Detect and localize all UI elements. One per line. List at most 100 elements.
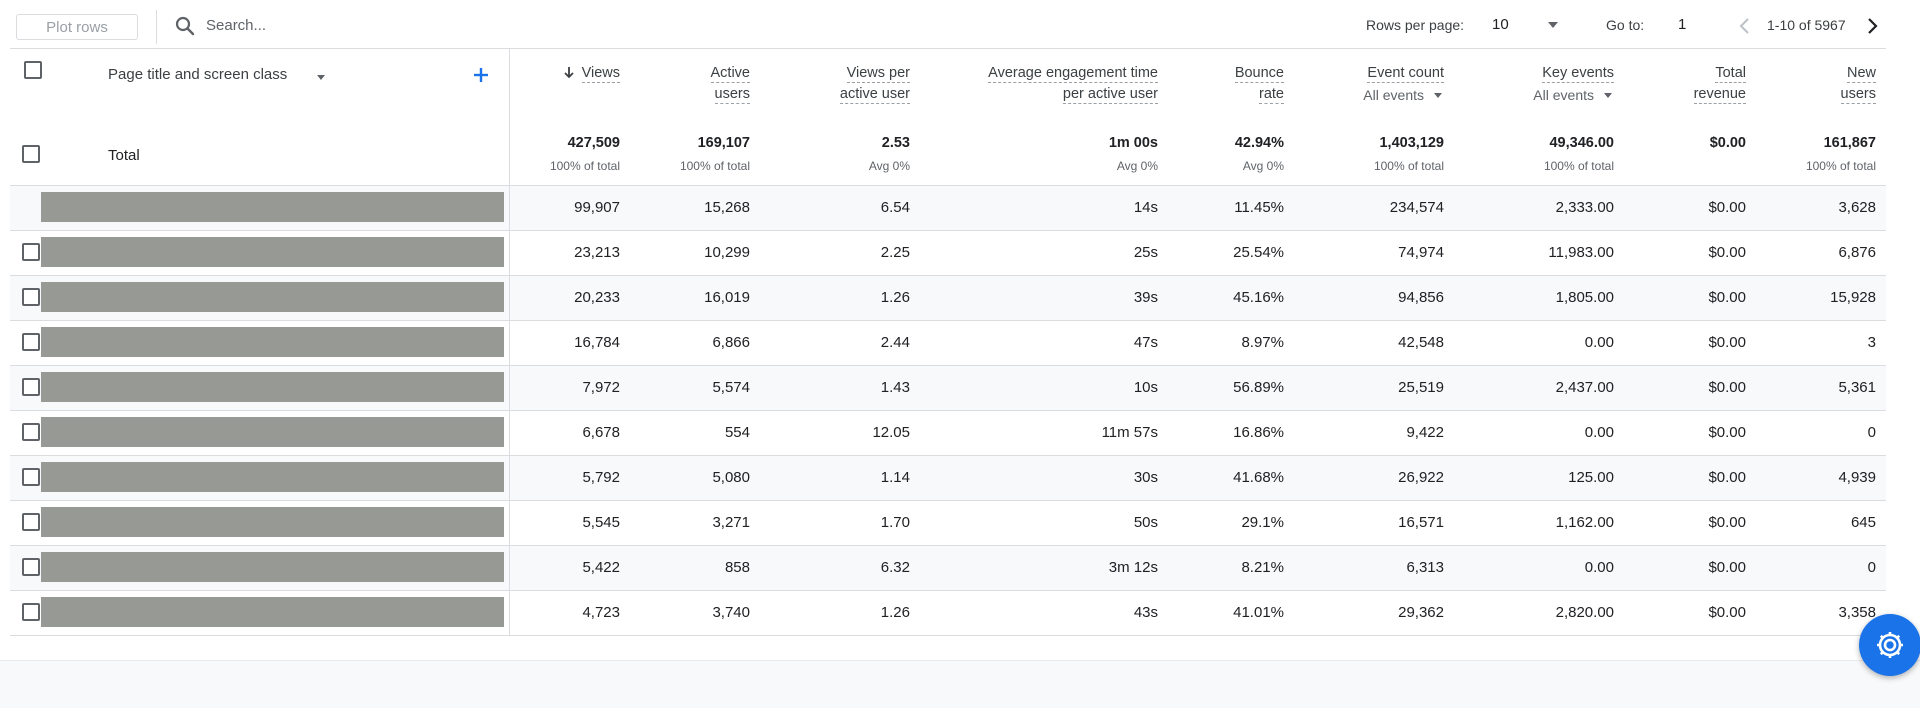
column-header-views-per-user[interactable]: Views per active user 2.53 Avg 0% [770,49,910,185]
row-checkbox[interactable] [22,288,40,306]
cell-total-revenue: $0.00 [1708,604,1746,621]
cell-bounce-rate: 25.54% [1233,244,1284,261]
cell-active-users: 15,268 [704,199,750,216]
redacted-page-title[interactable] [41,327,504,357]
settings-fab-button[interactable] [1859,614,1920,676]
column-title-line2: users [714,86,750,104]
table-row[interactable]: 4,723 3,740 1.26 43s 41.01% 29,362 2,820.00 $0.… [10,591,1886,636]
redacted-page-title[interactable] [41,507,504,537]
row-checkbox[interactable] [22,603,40,621]
dimension-cell [10,501,510,545]
select-all-checkbox[interactable] [24,61,42,79]
table-row[interactable]: 5,422 858 6.32 3m 12s 8.21% 6,313 0.00 $0.00 0 [10,546,1886,591]
column-header-bounce-rate[interactable]: Bounce rate 42.94% Avg 0% [1188,49,1284,185]
search-input[interactable] [206,12,466,38]
cell-views: 16,784 [574,334,620,351]
table-toolbar: Plot rows Rows per page: 10 Go to: 1 1-1… [0,0,1920,50]
goto-input[interactable]: 1 [1678,16,1687,33]
cell-bounce-rate: 8.21% [1241,559,1284,576]
total-value: 427,509 [567,135,620,151]
table-row[interactable]: 6,678 554 12.05 11m 57s 16.86% 9,422 0.00 $0.00… [10,411,1886,456]
cell-active-users: 554 [724,424,750,441]
dimension-header-cell: Page title and screen class Total [10,49,510,185]
table-row[interactable]: 7,972 5,574 1.43 10s 56.89% 25,519 2,437.00 $0.… [10,366,1886,411]
column-header-event-count[interactable]: Event count All events 1,403,129 100% of… [1310,49,1444,185]
caret-down-icon[interactable] [1545,17,1561,33]
table-row[interactable]: 99,907 15,268 6.54 14s 11.45% 234,574 2,333.00… [10,186,1886,231]
row-checkbox[interactable] [22,468,40,486]
total-sub: 100% of total [1543,159,1614,173]
arrow-down-icon[interactable] [562,65,576,79]
column-header-key-events[interactable]: Key events All events 49,346.00 100% of … [1480,49,1614,185]
redacted-page-title[interactable] [41,372,504,402]
cell-key-events: 0.00 [1584,334,1614,351]
cell-views: 99,907 [574,199,620,216]
cell-views: 5,422 [582,559,620,576]
settings-gear-icon [1877,632,1903,658]
cell-views: 23,213 [574,244,620,261]
column-header-views[interactable]: Views 427,509 100% of total [520,49,620,185]
cell-event-count: 9,422 [1406,424,1444,441]
cell-avg-engagement: 11m 57s [1101,424,1158,441]
total-sub: Avg 0% [1116,159,1158,173]
column-title: Key events [1542,65,1614,83]
row-checkbox[interactable] [22,558,40,576]
total-row-checkbox[interactable] [22,145,40,163]
total-value: $0.00 [1709,135,1746,151]
redacted-page-title[interactable] [41,192,504,222]
cell-total-revenue: $0.00 [1708,469,1746,486]
total-value: 169,107 [697,135,750,151]
caret-down-icon[interactable] [1432,89,1444,101]
row-checkbox[interactable] [22,513,40,531]
column-title: Bounce [1234,65,1284,83]
event-filter-select[interactable]: All events [1310,87,1444,103]
key-events-filter-select[interactable]: All events [1480,87,1614,103]
table-row[interactable]: 5,545 3,271 1.70 50s 29.1% 16,571 1,162.00 $0.0… [10,501,1886,546]
search-icon[interactable] [173,14,197,38]
cell-key-events: 125.00 [1568,469,1614,486]
plus-icon[interactable] [471,65,491,85]
rows-per-page-select[interactable]: 10 [1492,16,1509,33]
row-checkbox[interactable] [22,378,40,396]
cell-key-events: 2,333.00 [1555,199,1614,216]
cell-total-revenue: $0.00 [1708,199,1746,216]
column-title: New [1846,65,1876,83]
row-checkbox[interactable] [22,423,40,441]
chevron-right-icon[interactable] [1862,14,1882,38]
dimension-selector[interactable]: Page title and screen class [108,66,288,83]
table-row[interactable]: 5,792 5,080 1.14 30s 41.68% 26,922 125.00 $0.00… [10,456,1886,501]
total-sub: 100% of total [1373,159,1444,173]
table-body: 99,907 15,268 6.54 14s 11.45% 234,574 2,333.00… [10,186,1886,636]
total-value: 49,346.00 [1549,135,1614,151]
total-label: Total [108,147,140,164]
chevron-left-icon[interactable] [1735,14,1755,38]
redacted-page-title[interactable] [41,597,504,627]
redacted-page-title[interactable] [41,237,504,267]
cell-total-revenue: $0.00 [1708,424,1746,441]
total-sub: 100% of total [549,159,620,173]
redacted-page-title[interactable] [41,282,504,312]
cell-avg-engagement: 50s [1133,514,1158,531]
dimension-cell [10,411,510,455]
dimension-cell [10,591,510,635]
cell-new-users: 3,358 [1838,604,1876,621]
column-header-new-users[interactable]: New users 161,867 100% of total [1770,49,1876,185]
redacted-page-title[interactable] [41,552,504,582]
cell-active-users: 3,271 [712,514,750,531]
cell-key-events: 11,983.00 [1548,244,1614,261]
row-checkbox[interactable] [22,243,40,261]
redacted-page-title[interactable] [41,462,504,492]
redacted-page-title[interactable] [41,417,504,447]
column-title: Active [710,65,750,83]
column-header-avg-engagement[interactable]: Average engagement time per active user … [950,49,1158,185]
row-checkbox[interactable] [22,333,40,351]
column-header-active-users[interactable]: Active users 169,107 100% of total [650,49,750,185]
table-row[interactable]: 20,233 16,019 1.26 39s 45.16% 94,856 1,805.00 $… [10,276,1886,321]
table-row[interactable]: 16,784 6,866 2.44 47s 8.97% 42,548 0.00 $0.00 3 [10,321,1886,366]
caret-down-icon[interactable] [1602,89,1614,101]
table-row[interactable]: 23,213 10,299 2.25 25s 25.54% 74,974 11,983.00… [10,231,1886,276]
column-header-total-revenue[interactable]: Total revenue $0.00 [1650,49,1746,185]
plot-rows-button[interactable]: Plot rows [16,14,138,40]
caret-down-icon[interactable] [314,70,328,84]
total-value: 1,403,129 [1379,135,1444,151]
